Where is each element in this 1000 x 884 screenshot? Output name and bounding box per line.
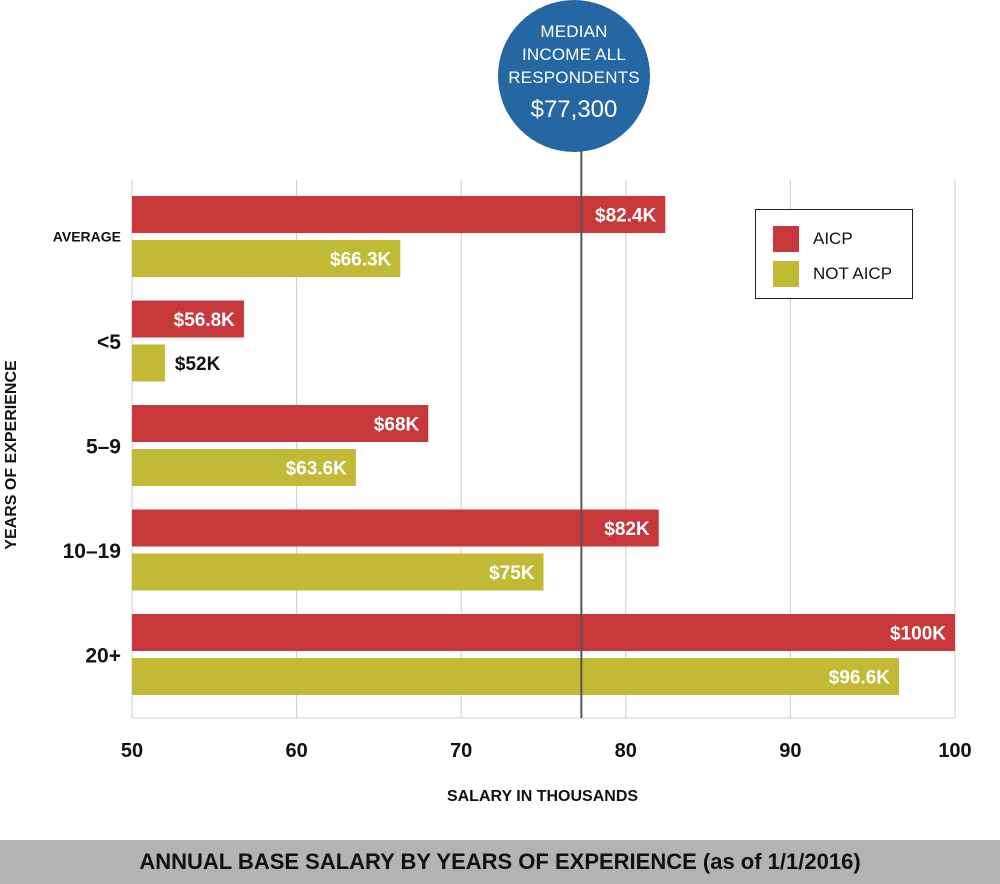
y-category-label: AVERAGE	[53, 229, 121, 245]
bar-aicp-0	[132, 196, 666, 233]
bar-value-label: $75K	[489, 563, 535, 584]
bar-value-label: $82.4K	[595, 206, 657, 227]
x-tick-label: 50	[121, 740, 143, 762]
x-axis-title: SALARY IN THOUSANDS	[446, 788, 639, 805]
y-category-label: 5–9	[86, 436, 121, 459]
median-line-1: MEDIAN	[540, 22, 608, 41]
x-tick-label: 60	[285, 740, 307, 762]
bar-value-label: $66.3K	[330, 250, 392, 271]
bar-value-label: $96.6K	[829, 668, 891, 689]
bar-value-label: $68K	[374, 415, 420, 436]
legend-swatch-aicp	[773, 226, 799, 252]
bar-not-aicp-0	[132, 240, 401, 277]
bar-value-label: $63.6K	[286, 459, 348, 480]
bar-aicp-2	[132, 405, 429, 442]
median-line-2: INCOME ALL	[521, 45, 627, 64]
bar-value-label: $52K	[175, 354, 221, 375]
x-tick-label: 100	[938, 740, 971, 762]
median-value: $77,300	[530, 96, 618, 123]
legend: AICP NOT AICP	[755, 209, 913, 299]
x-tick-label: 90	[779, 740, 801, 762]
median-income-bubble: MEDIAN INCOME ALL RESPONDENTS $77,300	[498, 0, 650, 152]
median-line-3: RESPONDENTS	[508, 68, 640, 87]
legend-swatch-not-aicp	[773, 261, 799, 287]
legend-item-aicp: AICP	[773, 226, 853, 252]
bars	[132, 196, 955, 695]
legend-label-aicp: AICP	[813, 229, 853, 248]
y-axis-title: YEARS OF EXPERIENCE	[3, 360, 20, 550]
bar-value-label: $82K	[604, 519, 650, 540]
y-category-label: <5	[97, 331, 121, 354]
chart-title: ANNUAL BASE SALARY BY YEARS OF EXPERIENC…	[139, 849, 861, 874]
legend-label-not-aicp: NOT AICP	[813, 264, 893, 283]
x-tick-label: 70	[450, 740, 472, 762]
bar-not-aicp-2	[132, 449, 356, 486]
bar-not-aicp-3	[132, 553, 544, 591]
axes: 50 60 70 80 90 100 AVERAGE <5 5–9 10–19 20+	[53, 229, 972, 763]
bar-not-aicp-1	[132, 344, 165, 382]
footer-title-bar: ANNUAL BASE SALARY BY YEARS OF EXPERIENC…	[0, 840, 1000, 884]
bar-aicp-4	[132, 614, 955, 651]
bar-aicp-3	[132, 509, 659, 547]
y-category-label: 20+	[85, 645, 121, 668]
x-tick-label: 80	[615, 740, 637, 762]
bar-not-aicp-4	[132, 658, 900, 695]
bar-labels: $82.4K $66.3K $56.8K $52K $68K $63.6K $82K $75K…	[174, 150, 946, 718]
bar-value-label: $56.8K	[174, 310, 236, 331]
bar-aicp-1	[132, 300, 244, 338]
legend-item-not-aicp: NOT AICP	[773, 261, 892, 287]
bar-value-label: $100K	[890, 624, 946, 645]
y-category-label: 10–19	[63, 540, 121, 563]
